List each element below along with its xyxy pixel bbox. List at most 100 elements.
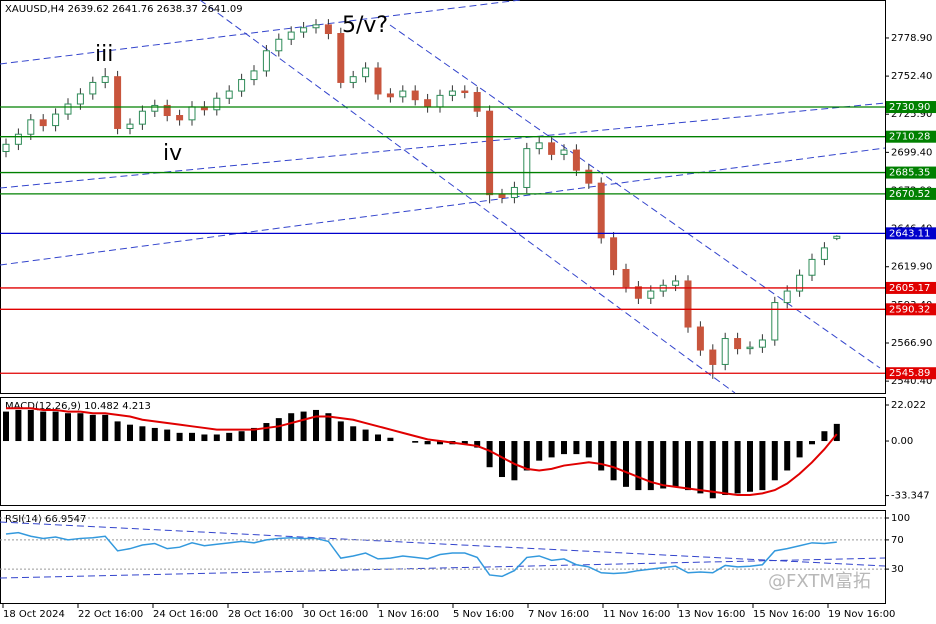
x-tick-label: 30 Oct 16:00 xyxy=(303,609,368,620)
y-tick-label: 2566.90 xyxy=(891,338,932,349)
x-tick-label: 11 Nov 16:00 xyxy=(603,609,670,620)
histogram-bar xyxy=(610,441,617,481)
candle-body xyxy=(225,90,233,99)
candle-body xyxy=(796,274,804,292)
candle-body xyxy=(386,93,394,98)
candle-body xyxy=(399,90,407,98)
channel-lines xyxy=(0,0,886,579)
candle-body xyxy=(39,119,47,127)
candle-body xyxy=(300,27,308,33)
candle-body xyxy=(337,33,345,83)
watermark: @FXTM富拓 xyxy=(768,571,871,592)
histogram-bar xyxy=(251,427,257,442)
level-tag xyxy=(886,101,936,114)
candle-body xyxy=(647,290,655,299)
wave-label: 5/v? xyxy=(342,13,388,38)
histogram-bar xyxy=(759,441,766,491)
level-label: 2545.89 xyxy=(889,368,930,379)
candle-body xyxy=(238,79,246,92)
level-label: 2605.17 xyxy=(889,283,930,294)
histogram-bar xyxy=(536,441,543,461)
candle-body xyxy=(523,148,531,188)
histogram-bar xyxy=(734,441,741,494)
candle-body xyxy=(808,258,816,276)
level-label: 2590.32 xyxy=(889,304,930,315)
histogram-bar xyxy=(164,429,171,442)
rsi-line xyxy=(5,531,837,578)
histogram-bar xyxy=(486,441,493,468)
histogram-bar xyxy=(27,409,34,442)
candle-body xyxy=(250,70,258,81)
histogram-bar xyxy=(263,423,270,442)
histogram-bar xyxy=(89,414,96,442)
histogram-bar xyxy=(697,441,704,494)
candle-body xyxy=(634,286,642,299)
candle-body xyxy=(114,76,122,129)
candle-body xyxy=(213,97,221,111)
candle-body xyxy=(101,76,109,83)
histogram-bar xyxy=(647,441,654,491)
candle-body xyxy=(610,237,618,270)
histogram-bar xyxy=(722,441,729,496)
candle-body xyxy=(684,280,692,328)
histogram-bar xyxy=(275,418,282,442)
candle-body xyxy=(424,99,432,108)
histogram-bar xyxy=(511,441,518,481)
candle-body xyxy=(2,143,10,152)
level-label: 2730.90 xyxy=(889,102,930,113)
panel-frames xyxy=(0,0,886,604)
histogram-bar xyxy=(15,409,22,442)
histogram-bar xyxy=(288,413,295,442)
candle-body xyxy=(362,67,370,78)
histogram-bar xyxy=(573,441,580,455)
candle-body xyxy=(262,50,270,72)
histogram-bar xyxy=(523,441,530,471)
histogram-bar xyxy=(337,421,344,442)
histogram-bar xyxy=(598,441,605,471)
level-label: 2643.11 xyxy=(889,228,930,239)
histogram-bar xyxy=(226,432,233,442)
histogram-bar xyxy=(213,434,220,442)
histogram-bar xyxy=(102,414,109,442)
histogram-bar xyxy=(623,441,629,487)
candle-body xyxy=(374,67,382,95)
x-tick-label: 13 Nov 16:00 xyxy=(678,609,745,620)
candle-body xyxy=(126,123,134,129)
candle-body xyxy=(510,186,518,199)
level-tag xyxy=(886,367,936,380)
histogram-bar xyxy=(821,431,828,442)
candle-body xyxy=(324,24,332,35)
histogram-bar xyxy=(548,441,555,458)
histogram-bar xyxy=(833,423,840,442)
histogram-bar xyxy=(796,441,803,458)
level-tag xyxy=(886,187,936,200)
histogram-bar xyxy=(660,441,667,489)
histogram-bar xyxy=(387,437,394,442)
candle-body xyxy=(76,93,84,105)
y-tick-label: 2540.40 xyxy=(891,376,932,387)
histogram-bar xyxy=(176,432,183,442)
histogram-bar xyxy=(201,434,208,442)
candle-body xyxy=(734,338,742,350)
candle-body xyxy=(572,149,580,171)
histogram-bar xyxy=(809,441,815,445)
y-tick-label: 2778.90 xyxy=(891,33,932,44)
histogram-bar xyxy=(139,426,146,442)
level-label: 2710.28 xyxy=(889,132,930,143)
histogram-bar xyxy=(40,411,47,442)
y-tick-label: 2619.90 xyxy=(891,262,932,273)
candle-body xyxy=(622,268,630,288)
candle-body xyxy=(758,339,766,348)
histogram-bar xyxy=(300,411,307,442)
candle-body xyxy=(771,302,779,341)
x-tick-label: 5 Nov 16:00 xyxy=(453,609,514,620)
candle-body xyxy=(188,106,196,121)
histogram-bar xyxy=(437,441,443,445)
candle-body xyxy=(498,194,506,199)
y-tick-label: 30 xyxy=(891,564,904,575)
histogram-bar xyxy=(461,441,468,445)
candle-body xyxy=(411,90,419,101)
candle-body xyxy=(548,142,556,155)
